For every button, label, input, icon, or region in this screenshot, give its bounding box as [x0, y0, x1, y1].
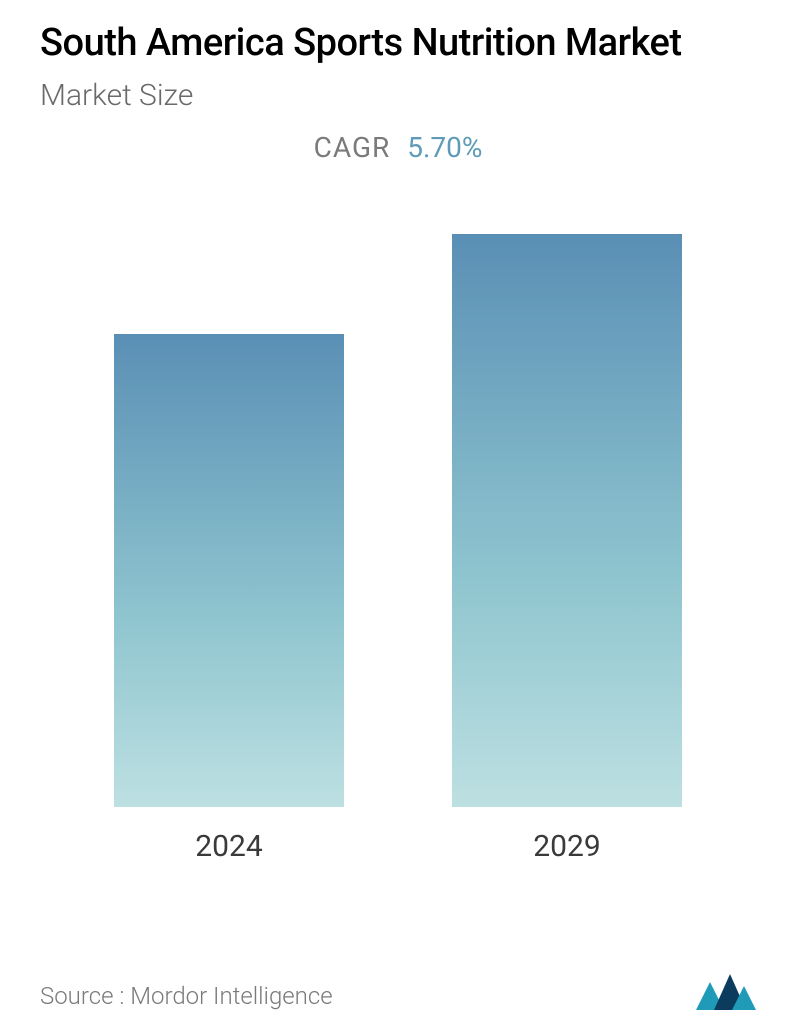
source-text: Source : Mordor Intelligence [40, 982, 333, 1010]
cagr-metric: CAGR 5.70% [40, 131, 756, 164]
bar-label: 2029 [533, 829, 600, 864]
cagr-value: 5.70% [407, 131, 482, 164]
chart-title: South America Sports Nutrition Market [40, 20, 756, 68]
brand-logo-icon [696, 970, 756, 1010]
bar-group: 2029 [452, 234, 682, 864]
bar [452, 234, 682, 807]
chart-card: South America Sports Nutrition Market Ma… [0, 0, 796, 1034]
bar-group: 2024 [114, 234, 344, 864]
chart-footer: Source : Mordor Intelligence [40, 970, 756, 1010]
cagr-label: CAGR [314, 131, 391, 164]
chart-subtitle: Market Size [40, 78, 756, 113]
bar-chart: 2024 2029 [40, 234, 756, 864]
bar [114, 334, 344, 807]
bar-label: 2024 [195, 829, 262, 864]
